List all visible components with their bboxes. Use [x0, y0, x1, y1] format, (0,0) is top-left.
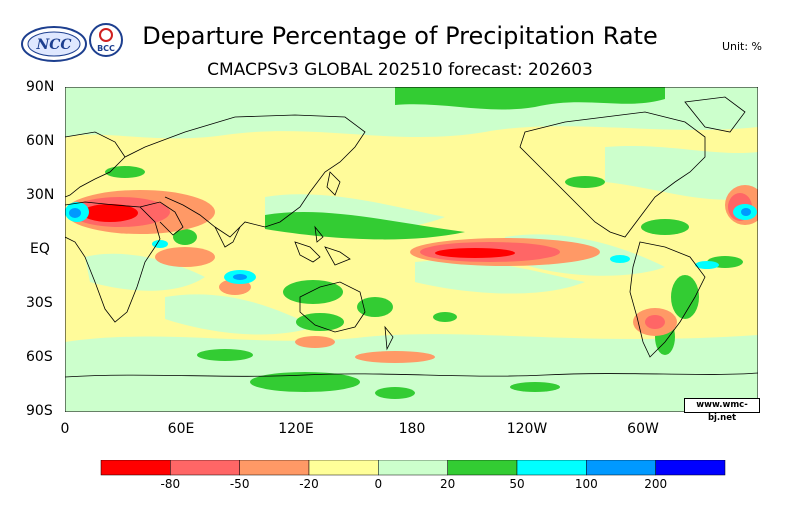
chart-title: Departure Percentage of Precipitation Ra… [142, 22, 658, 50]
lat-label-30n: 30N [26, 187, 55, 203]
lat-label-90n: 90N [26, 79, 55, 95]
lon-label-0: 0 [60, 421, 70, 437]
colorbar-tick-label: 50 [509, 477, 525, 491]
coastlines [65, 96, 758, 378]
colorbar-segment [586, 460, 656, 476]
colorbar-segment [378, 460, 448, 476]
chart-subtitle: CMACPSv3 GLOBAL 202510 forecast: 202603 [207, 60, 593, 80]
lat-label-60s: 60S [26, 349, 53, 365]
red-regions [82, 204, 515, 258]
lon-label-120w: 120W [506, 421, 548, 437]
green-regions [105, 87, 743, 399]
bcc-logo: BCC [88, 22, 124, 62]
colorbar-segment [655, 460, 726, 476]
lat-label-60n: 60N [26, 133, 55, 149]
colorbar-segment [170, 460, 240, 476]
colorbar-tick-label: 200 [644, 477, 668, 491]
lat-label-eq: EQ [30, 241, 50, 257]
ncc-logo-text: NCC [35, 37, 71, 53]
unit-label: Unit: % [721, 40, 762, 53]
ncc-logo: NCC [20, 24, 88, 68]
colorbar-segment [308, 460, 379, 476]
colorbar [100, 460, 726, 476]
colorbar-tick-label: 20 [440, 477, 456, 491]
blue-regions [69, 208, 751, 280]
colorbar-segment [447, 460, 518, 476]
precipitation-anomaly-map [65, 87, 758, 412]
lon-label-120e: 120E [278, 421, 314, 437]
lat-label-30s: 30S [26, 295, 53, 311]
colorbar-segment [100, 460, 171, 476]
lon-label-180: 180 [398, 421, 426, 437]
colorbar-tick-label: -80 [160, 477, 181, 491]
lon-label-60w: 60W [627, 421, 659, 437]
lon-label-60e: 60E [167, 421, 195, 437]
colorbar-tick-label: 0 [374, 477, 383, 491]
bcc-logo-text: BCC [97, 44, 115, 53]
colorbar-segment [239, 460, 310, 476]
credit-label: www.wmc-bj.net [684, 398, 760, 423]
lat-label-90s: 90S [26, 403, 53, 419]
colorbar-segment [516, 460, 587, 476]
colorbar-tick-label: -20 [299, 477, 319, 491]
colorbar-tick-label: 100 [574, 477, 598, 491]
colorbar-tick-label: -50 [229, 477, 250, 491]
